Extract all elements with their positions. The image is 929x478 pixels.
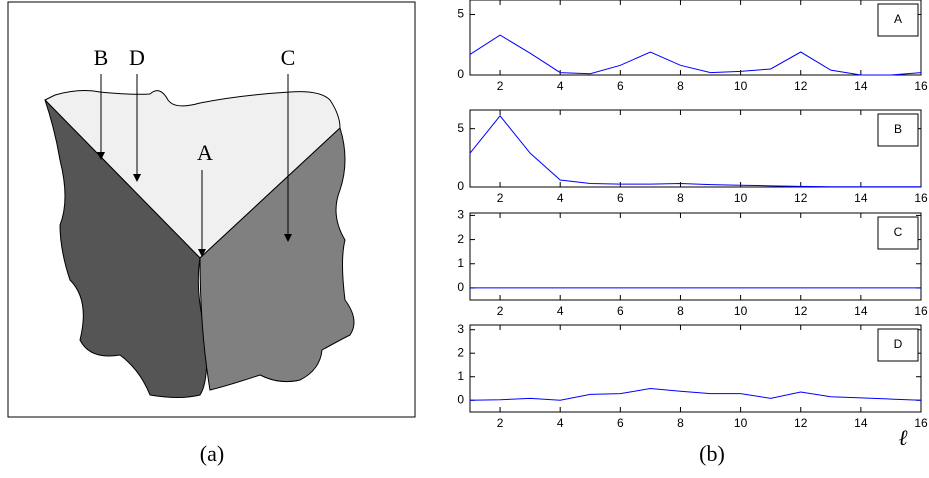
x-tick-label: 2	[497, 79, 504, 93]
plot-frame	[470, 0, 921, 75]
caption: (a)	[200, 441, 224, 466]
y-tick-label: 0	[457, 392, 464, 406]
y-tick-label: 0	[457, 280, 464, 294]
x-tick-label: 10	[734, 79, 748, 93]
point-label: B	[94, 45, 109, 70]
y-tick-label: 1	[457, 256, 464, 270]
y-tick-label: 2	[457, 232, 464, 246]
x-tick-label: 16	[914, 304, 928, 318]
x-tick-label: 8	[677, 191, 684, 205]
caption: (b)	[699, 441, 725, 466]
x-tick-label: 16	[914, 191, 928, 205]
x-axis-label: ℓ	[898, 425, 908, 450]
data-line	[470, 35, 921, 75]
y-tick-label: 5	[457, 121, 464, 135]
plot-frame	[470, 110, 921, 187]
x-tick-label: 14	[854, 79, 868, 93]
data-line	[470, 116, 921, 187]
y-tick-label: 3	[457, 322, 464, 336]
x-tick-label: 8	[677, 416, 684, 430]
x-tick-label: 6	[617, 416, 624, 430]
point-label: A	[197, 140, 213, 165]
page: {"diagram": {"labels": ["B", "D", "C", "…	[0, 0, 929, 478]
x-tick-label: 2	[497, 304, 504, 318]
y-tick-label: 0	[457, 179, 464, 193]
x-tick-label: 4	[557, 79, 564, 93]
figure: B D C A (a) (b) ℓ 05246810121416A0524681…	[0, 0, 929, 473]
x-tick-label: 6	[617, 79, 624, 93]
y-tick-label: 1	[457, 369, 464, 383]
x-tick-label: 8	[677, 304, 684, 318]
x-tick-label: 6	[617, 304, 624, 318]
x-tick-label: 2	[497, 191, 504, 205]
x-tick-label: 4	[557, 416, 564, 430]
legend-label: D	[894, 337, 903, 351]
x-tick-label: 4	[557, 304, 564, 318]
x-tick-label: 10	[734, 304, 748, 318]
x-tick-label: 16	[914, 79, 928, 93]
x-tick-label: 2	[497, 416, 504, 430]
y-tick-label: 3	[457, 208, 464, 222]
x-tick-label: 8	[677, 79, 684, 93]
x-tick-label: 10	[734, 416, 748, 430]
x-tick-label: 14	[854, 416, 868, 430]
legend-label: C	[894, 225, 903, 239]
legend-label: B	[894, 122, 902, 136]
legend-label: A	[894, 12, 902, 26]
y-tick-label: 0	[457, 67, 464, 81]
x-tick-label: 16	[914, 416, 928, 430]
x-tick-label: 6	[617, 191, 624, 205]
x-tick-label: 10	[734, 191, 748, 205]
x-tick-label: 4	[557, 191, 564, 205]
x-tick-label: 12	[794, 304, 808, 318]
x-tick-label: 14	[854, 191, 868, 205]
y-tick-label: 2	[457, 345, 464, 359]
x-tick-label: 12	[794, 79, 808, 93]
x-tick-label: 12	[794, 191, 808, 205]
diagram: B D C A	[8, 2, 415, 417]
plot-frame	[470, 213, 921, 300]
x-tick-label: 14	[854, 304, 868, 318]
data-line	[470, 388, 921, 400]
x-tick-label: 12	[794, 416, 808, 430]
point-label: D	[129, 45, 145, 70]
point-label: C	[281, 45, 296, 70]
y-tick-label: 5	[457, 7, 464, 21]
